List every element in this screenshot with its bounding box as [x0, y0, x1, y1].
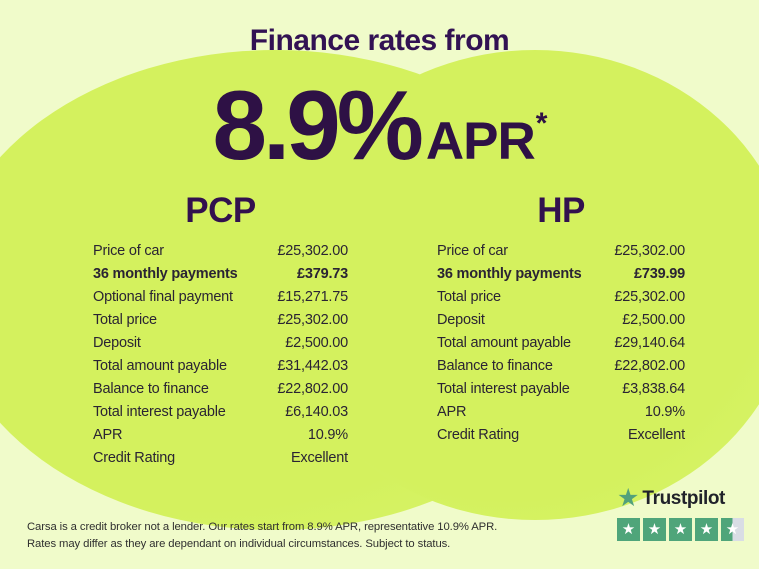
finance-row: Total interest payable £6,140.03 — [93, 400, 348, 423]
finance-row-value: £3,838.64 — [622, 380, 685, 397]
finance-row-label: Deposit — [437, 311, 485, 328]
finance-row-label: Credit Rating — [437, 426, 520, 443]
trustpilot-wordmark: Trustpilot — [642, 487, 725, 509]
right-green-blob — [275, 50, 759, 520]
disclaimer-line-1: Carsa is a credit broker not a lender. O… — [27, 521, 498, 533]
trustpilot-widget[interactable]: ★ Trustpilot ★ ★ ★ ★ ★ — [617, 486, 749, 541]
finance-row-label: Balance to finance — [437, 357, 553, 374]
finance-row: Total price £25,302.00 — [437, 285, 685, 308]
finance-row: APR 10.9% — [93, 423, 348, 446]
rate-line: 8.9% APR* — [0, 52, 759, 199]
finance-row-value: £739.99 — [633, 265, 685, 282]
trustpilot-star-icon: ★ — [617, 484, 640, 512]
finance-row-value: £6,140.03 — [285, 403, 348, 420]
trustpilot-rating-star-box: ★ — [695, 518, 718, 541]
finance-row-value: £29,140.64 — [614, 334, 685, 351]
pcp-finance-table: PCP Price of car £25,302.00 36 monthly pay… — [93, 193, 348, 469]
finance-row: Deposit £2,500.00 — [93, 331, 348, 354]
finance-row-label: Total price — [437, 288, 501, 305]
finance-row-value: £22,802.00 — [614, 357, 685, 374]
finance-row: Total amount payable £29,140.64 — [437, 331, 685, 354]
finance-row-value: £25,302.00 — [614, 242, 685, 259]
finance-row-value: £25,302.00 — [614, 288, 685, 305]
finance-row: Credit Rating Excellent — [93, 446, 348, 469]
finance-row: Balance to finance £22,802.00 — [437, 354, 685, 377]
finance-row-label: Price of car — [93, 242, 164, 259]
finance-row-label: Total interest payable — [437, 380, 570, 397]
finance-row-value: £31,442.03 — [277, 357, 348, 374]
headline: Finance rates from — [249, 24, 510, 57]
finance-row-value: £15,271.75 — [277, 288, 348, 305]
finance-row-label: 36 monthly payments — [437, 265, 582, 282]
finance-row: APR 10.9% — [437, 400, 685, 423]
finance-row: Price of car £25,302.00 — [93, 239, 348, 262]
pcp-table-title: PCP — [185, 191, 256, 230]
finance-row-value: Excellent — [290, 449, 348, 466]
finance-row-label: Price of car — [437, 242, 508, 259]
finance-row-label: Balance to finance — [93, 380, 209, 397]
finance-row-label: Total interest payable — [93, 403, 226, 420]
trustpilot-rating-stars: ★ ★ ★ ★ ★ — [617, 518, 749, 541]
finance-row-label: Optional final payment — [93, 288, 233, 305]
finance-row: Balance to finance £22,802.00 — [93, 377, 348, 400]
finance-row: 36 monthly payments £739.99 — [437, 262, 685, 285]
rate-asterisk: * — [535, 107, 548, 140]
finance-row-label: APR — [93, 426, 123, 443]
trustpilot-rating-star-box: ★ — [721, 518, 744, 541]
finance-row-value: 10.9% — [644, 403, 685, 420]
pcp-table-rows: Price of car £25,302.00 36 monthly payment… — [93, 239, 348, 469]
trustpilot-rating-star-box: ★ — [617, 518, 640, 541]
finance-row-value: £25,302.00 — [277, 311, 348, 328]
trustpilot-logo: ★ Trustpilot — [617, 486, 749, 511]
finance-row-label: Credit Rating — [93, 449, 176, 466]
finance-row-label: Total price — [93, 311, 157, 328]
finance-row: Deposit £2,500.00 — [437, 308, 685, 331]
hp-finance-table: HP Price of car £25,302.00 36 monthly paym… — [437, 193, 685, 446]
finance-row: Total interest payable £3,838.64 — [437, 377, 685, 400]
finance-row-value: £25,302.00 — [277, 242, 348, 259]
finance-row-value: £379.73 — [296, 265, 348, 282]
trustpilot-rating-star-box: ★ — [669, 518, 692, 541]
trustpilot-rating-star-box: ★ — [643, 518, 666, 541]
hp-table-rows: Price of car £25,302.00 36 monthly payment… — [437, 239, 685, 446]
finance-row-label: APR — [437, 403, 467, 420]
finance-row-label: Total amount payable — [437, 334, 571, 351]
finance-row-value: £22,802.00 — [277, 380, 348, 397]
rate-value: 8.9% — [212, 70, 424, 180]
finance-row: Total amount payable £31,442.03 — [93, 354, 348, 377]
finance-row-label: Deposit — [93, 334, 141, 351]
rate-apr-label: APR* — [425, 107, 548, 171]
finance-row: 36 monthly payments £379.73 — [93, 262, 348, 285]
hp-table-title: HP — [537, 191, 585, 230]
finance-row-value: £2,500.00 — [622, 311, 685, 328]
finance-row: Price of car £25,302.00 — [437, 239, 685, 262]
finance-row-value: 10.9% — [307, 426, 348, 443]
disclaimer-text: Carsa is a credit broker not a lender. O… — [27, 519, 607, 552]
finance-row-value: £2,500.00 — [285, 334, 348, 351]
disclaimer-line-2: Rates may differ as they are dependant o… — [27, 537, 451, 550]
finance-row: Optional final payment £15,271.75 — [93, 285, 348, 308]
finance-row: Credit Rating Excellent — [437, 423, 685, 446]
finance-row-label: Total amount payable — [93, 357, 227, 374]
finance-row-label: 36 monthly payments — [93, 265, 238, 282]
finance-row-value: Excellent — [627, 426, 685, 443]
finance-row: Total price £25,302.00 — [93, 308, 348, 331]
